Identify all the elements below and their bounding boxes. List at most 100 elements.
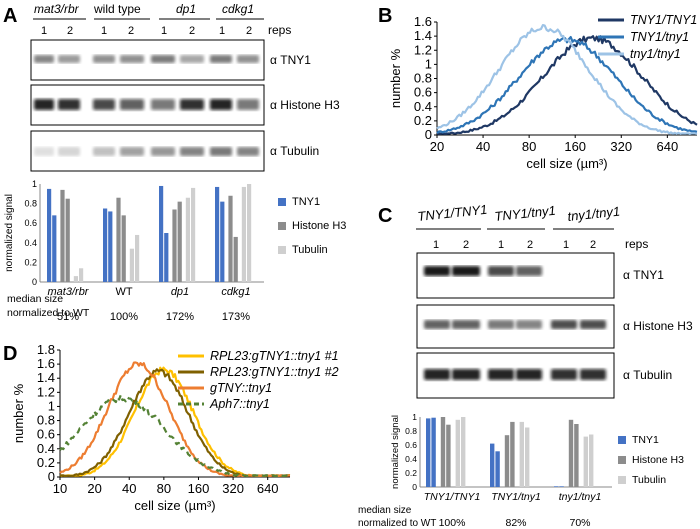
legend-label: RPL23:gTNY1::tny1 #1 [210,349,339,363]
x-tick-label: 320 [610,139,632,154]
blot-band [452,320,480,329]
x-tick-label: 640 [257,481,279,496]
bar [135,234,140,282]
blot-c-histone-label: α Histone H3 [623,319,693,333]
legend-swatch [278,246,286,254]
blot-c-tubulin-bands [424,369,606,380]
bar [440,417,446,487]
blot-band [120,147,144,156]
legend-label: TNY1/TNY1 [630,13,697,27]
x-tick-label: 320 [222,481,244,496]
blot-band [34,99,54,110]
legend-swatch [618,436,626,444]
category-label: cdkg1 [221,286,250,298]
y-tick-label: 0.8 [24,199,37,209]
median-size-value: 82% [505,517,526,529]
blot-c-tny1 [416,252,615,299]
category-label: TNY1/tny1 [491,491,541,503]
blot-band [488,369,514,380]
blot-band [93,99,115,110]
bar [233,236,238,282]
bar [426,418,431,487]
blot-band [180,147,204,156]
panel-c: C TNY1/TNY1 TNY1/tny1 tny1/tny1 1 2 1 2 … [358,202,693,529]
panel-c-label: C [378,205,392,227]
bar [455,419,460,487]
blot-c-tny1-bands [424,266,542,276]
panel-a-lane-headers: mat3/rbr wild type dp1 cdkg1 1 2 1 2 1 2… [33,2,291,37]
y-axis-label: normalized signal [390,415,401,489]
bar [247,184,252,282]
y-tick-label: 0.2 [24,257,37,267]
lane-label-tny1-hom: tny1/tny1 [567,204,621,224]
median-size-value: 173% [222,311,250,323]
x-tick-label: 160 [188,481,210,496]
bar [525,427,530,487]
blot-band [120,99,144,110]
chart-c-bar: 0 0.2 0.4 0.6 0.8 1 normalized signal TNY1/TNY1… [390,412,684,529]
y-tick-label: 1.6 [37,356,55,371]
panel-d: D 00.20.40.60.811.21.41.61.8 10 20 40 80 160 3… [3,342,339,513]
y-tick-label: 0.8 [414,71,432,86]
bar [554,486,559,487]
legend-label: Histone H3 [632,454,684,466]
y-tick-label: 1 [32,179,37,189]
reps-label: reps [268,23,291,37]
rep-label: 1 [41,25,47,37]
x-tick-label: 40 [122,481,136,496]
bar [121,215,126,282]
blot-c-histone-bands [424,320,606,329]
median-size-value: 70% [569,517,590,529]
median-size-label-2: normalized to WT [358,518,436,529]
category-label: mat3/rbr [48,286,90,298]
y-tick-label: 0.4 [405,454,417,464]
blot-band [93,55,115,63]
blot-band [34,147,54,156]
blot-band [516,266,542,276]
y-tick-label: 0.6 [37,427,55,442]
legend-swatch [278,198,286,206]
rep-label: 2 [527,239,533,251]
blot-band [237,55,259,63]
blot-band [516,320,542,329]
y-tick-label: 1.4 [37,370,55,385]
blot-band [180,99,204,110]
blot-band [58,147,80,156]
bar [495,451,500,487]
median-size-label-2: normalized to WT [7,307,90,319]
panel-a-label: A [3,5,17,27]
blot-band [424,266,450,276]
blot-a-tubulin-label: α Tubulin [270,144,319,158]
blot-a-tny1-label: α TNY1 [270,53,311,67]
category-label: dp1 [171,286,189,298]
bar [159,185,164,282]
bar [116,197,121,282]
rep-label: 1 [433,239,439,251]
x-tick-label: 10 [53,481,67,496]
bar [574,424,579,487]
y-tick-label: 0.4 [24,238,37,248]
blot-band [551,369,577,380]
blot-band [151,99,175,110]
panel-c-lane-headers: TNY1/TNY1 TNY1/tny1 tny1/tny1 1 2 1 2 1 … [416,202,648,251]
bar [241,186,246,282]
blot-a-histone-label: α Histone H3 [270,98,340,112]
bar [47,188,52,282]
category-label: TNY1/TNY1 [424,491,481,503]
bar [215,186,220,282]
bar [60,189,65,282]
y-tick-label: 0 [425,127,432,142]
legend-label: RPL23:gTNY1::tny1 #2 [210,365,339,379]
y-tick-label: 0.4 [414,99,432,114]
legend-label: Aph7::tny1 [209,397,270,411]
blot-band [516,369,542,380]
blot-band [452,369,480,380]
blot-band [151,147,175,156]
y-tick-label: 1.2 [37,384,55,399]
bar [164,233,169,282]
rep-label: 1 [161,25,167,37]
bar [228,195,233,282]
blot-band [151,55,175,63]
bar [52,215,57,282]
blot-band [93,147,115,156]
